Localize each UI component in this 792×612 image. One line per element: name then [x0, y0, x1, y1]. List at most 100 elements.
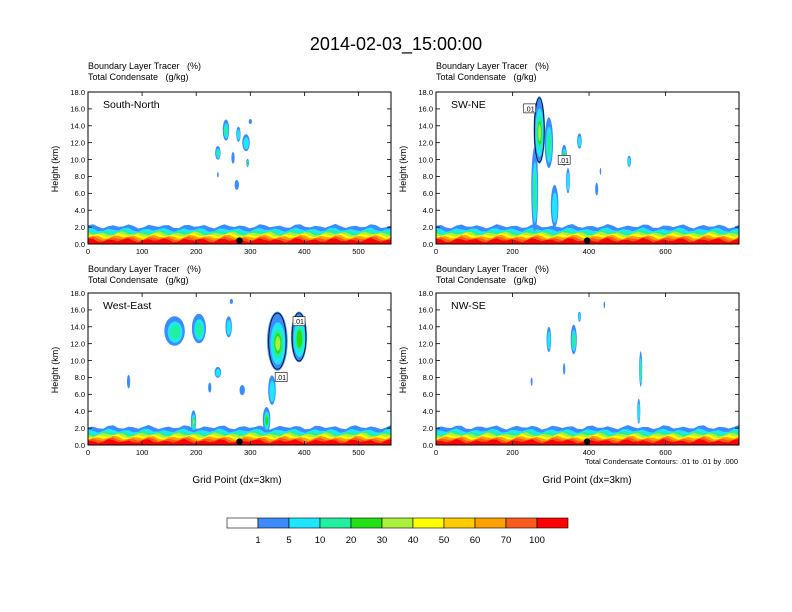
y-tick-label: 18.0: [70, 88, 85, 97]
cross-section-marker: [236, 438, 243, 445]
x-tick-label: 400: [583, 247, 596, 256]
y-tick-label: 0.0: [423, 240, 433, 249]
y-tick-label: 12.0: [418, 138, 433, 147]
x-tick-label: 300: [244, 448, 257, 457]
x-tick-label: 100: [136, 448, 149, 457]
panel-field-title: Boundary Layer Tracer (%): [436, 264, 549, 274]
tracer-plume-core: [269, 380, 275, 402]
condensate-contour: [291, 312, 307, 362]
plot-area: 0.0 2.0 4.0 6.0 8.0 10.0 12.0 14.0 16.0 18.0 0 100 2…: [70, 88, 392, 256]
field-layer: [88, 293, 391, 445]
panel-overlay-title: Total Condensate (g/kg): [436, 275, 537, 285]
tracer-plume-core: [224, 125, 228, 137]
y-tick-label: 10.0: [70, 155, 85, 164]
x-tick-label: 200: [506, 448, 519, 457]
y-tick-label: 16.0: [418, 306, 433, 315]
contour-footnote: Total Condensate Contours: .01 to .01 by…: [585, 457, 738, 466]
panel-overlay-title: Total Condensate (g/kg): [88, 275, 189, 285]
tracer-plume-core: [215, 368, 221, 377]
x-tick-label: 0: [86, 247, 90, 256]
panel-overlay-title: Total Condensate (g/kg): [88, 72, 189, 82]
axes-frame: [435, 292, 740, 446]
field-layer: [436, 92, 739, 244]
y-tick-label: 6.0: [75, 189, 85, 198]
y-tick-label: 18.0: [70, 289, 85, 298]
y-tick-label: 4.0: [423, 407, 433, 416]
axes-frame: [87, 91, 392, 245]
cross-section-marker: [236, 237, 243, 244]
colorbar-swatch: [350, 517, 383, 529]
y-tick-label: 8.0: [75, 373, 85, 382]
panel-overlay-title: Total Condensate (g/kg): [436, 72, 537, 82]
contour-label-box: [274, 372, 288, 382]
y-tick-label: 8.0: [423, 373, 433, 382]
y-tick-label: 12.0: [418, 339, 433, 348]
panel-sw-ne: Boundary Layer Tracer (%) Total Condensa…: [398, 61, 740, 256]
x-tick-label: 400: [298, 448, 311, 457]
axes-frame: [87, 292, 392, 446]
x-tick-label: 500: [352, 247, 365, 256]
tracer-plume: [231, 151, 235, 164]
x-tick-label: 200: [190, 247, 203, 256]
colorbar-swatch: [536, 517, 569, 529]
colorbar-label: 60: [470, 535, 481, 546]
y-tick-label: 18.0: [418, 289, 433, 298]
panel-label: NW-SE: [451, 300, 486, 312]
plot-background: [436, 92, 739, 244]
tracer-plume: [603, 301, 606, 309]
tracer-plume-core: [578, 313, 581, 321]
x-tick-label: 500: [352, 448, 365, 457]
contour-label: .01: [559, 158, 569, 165]
colorbar-label: 70: [501, 535, 512, 546]
tracer-plume-core: [566, 172, 570, 191]
contour-label: .01: [276, 375, 286, 382]
panel-nw-se: Boundary Layer Tracer (%) Total Condensa…: [398, 264, 740, 486]
y-tick-label: 14.0: [418, 323, 433, 332]
x-tick-label: 0: [86, 448, 90, 457]
colorbar: 1 5 10 20 30 40 50 60 70 100: [226, 517, 569, 546]
plot-area: .01 .01 0.0 2.0 4.0 6.0 8.0 10.0 12.0 14.0 16.0 18.…: [70, 289, 392, 457]
contour-label-box: [557, 155, 571, 165]
y-tick-label: 0.0: [75, 240, 85, 249]
colorbar-label: 50: [439, 535, 450, 546]
y-tick-label: 2.0: [423, 223, 433, 232]
x-tick-label: 400: [298, 247, 311, 256]
field-layer: [436, 293, 739, 445]
y-tick-label: 6.0: [75, 390, 85, 399]
condensate-contour: [268, 312, 287, 370]
y-axis-label: Height (km): [398, 347, 408, 394]
x-tick-label: 0: [434, 247, 438, 256]
x-tick-label: 600: [659, 247, 672, 256]
y-tick-label: 8.0: [75, 172, 85, 181]
colorbar-swatch: [381, 517, 414, 529]
tracer-plume-core: [296, 330, 303, 348]
contour-label-box: [523, 103, 537, 114]
y-tick-label: 10.0: [418, 155, 433, 164]
y-axis-label: Height (km): [398, 146, 408, 193]
tracer-plume: [248, 119, 252, 125]
colorbar-label: 1: [255, 535, 260, 546]
tracer-plume-core: [572, 333, 576, 349]
condensate-contour: [534, 97, 545, 163]
panel-field-title: Boundary Layer Tracer (%): [88, 61, 201, 71]
tracer-plume-core: [533, 171, 537, 214]
y-tick-label: 4.0: [75, 206, 85, 215]
y-tick-label: 8.0: [423, 172, 433, 181]
tracer-plume-core: [195, 322, 203, 338]
x-tick-label: 600: [659, 448, 672, 457]
colorbar-label: 5: [286, 535, 291, 546]
colorbar-swatch: [505, 517, 538, 529]
y-tick-label: 0.0: [75, 441, 85, 450]
y-tick-label: 2.0: [75, 424, 85, 433]
colorbar-label: 10: [315, 535, 326, 546]
tracer-plume-core: [547, 331, 551, 350]
tracer-plume-core: [236, 129, 241, 141]
y-tick-label: 10.0: [70, 356, 85, 365]
tracer-plume-core: [192, 419, 195, 425]
x-tick-label: 300: [244, 247, 257, 256]
x-axis-label: Grid Point (dx=3km): [542, 475, 631, 486]
tracer-plume-core: [226, 320, 232, 336]
tracer-plume: [234, 179, 239, 190]
tracer-plume-core: [247, 161, 249, 165]
